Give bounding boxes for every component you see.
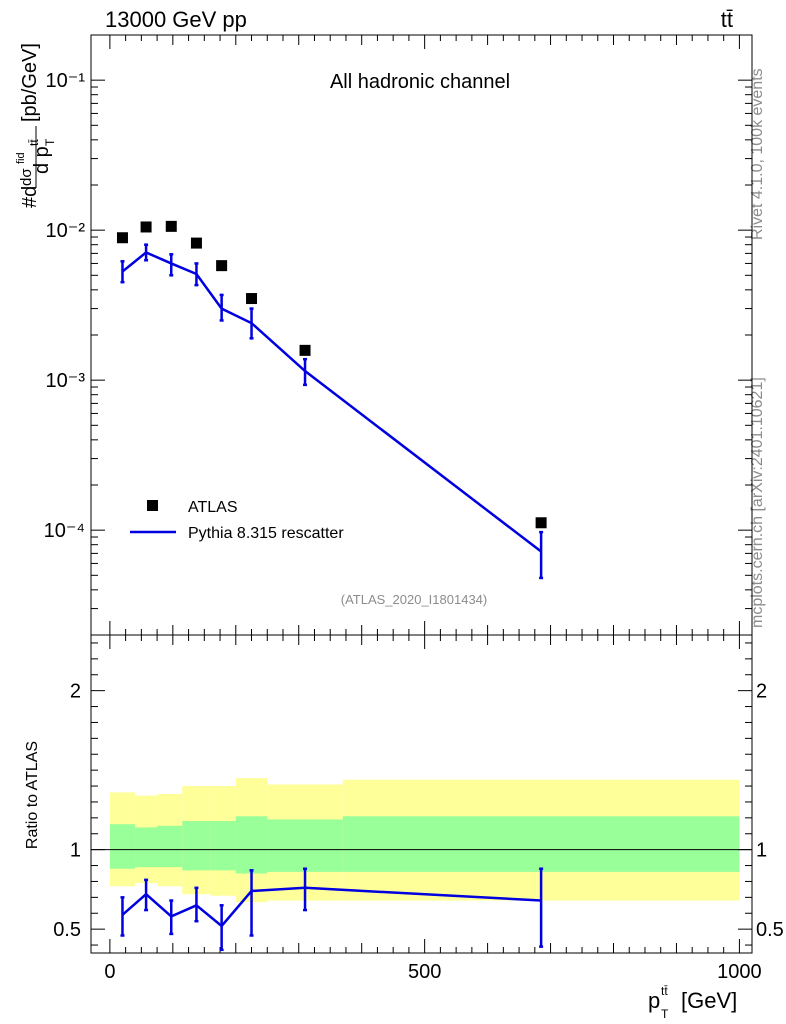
svg-text:[GeV]: [GeV] [681, 988, 737, 1013]
svg-text:dσ: dσ [18, 168, 35, 186]
uncertainty-band-inner [267, 819, 343, 872]
svg-text:tt̄: tt̄ [661, 984, 668, 998]
legend-atlas-label: ATLAS [188, 499, 238, 516]
plot-title: All hadronic channel [330, 71, 510, 93]
process-label: tt̄ [721, 7, 733, 32]
ratio-y-tick-label-right: 1 [756, 840, 767, 862]
atlas-data-point [246, 293, 258, 305]
uncertainty-band-inner [135, 827, 158, 868]
y-tick-label: 10⁻³ [46, 370, 86, 392]
svg-text:fid: fid [15, 152, 27, 164]
svg-text:#d: #d [19, 186, 41, 208]
uncertainty-band-inner [235, 816, 268, 874]
atlas-data-point [190, 237, 202, 249]
main-y-axis-title: #d dσ fid d p tt̄ T [pb/GeV] [15, 43, 57, 208]
ratio-y-axis-title: Ratio to ATLAS [24, 741, 41, 849]
energy-label: 13000 GeV pp [105, 7, 247, 32]
svg-text:p: p [648, 988, 660, 1013]
uncertainty-band-inner [109, 824, 136, 869]
ratio-y-tick-label-right: 0.5 [756, 919, 784, 941]
ratio-plot-frame [90, 634, 753, 954]
ratio-plot: 0.5 0.5 1 1 2 2 0 500 1000 Ratio to ATLAS p tt̄ … [24, 634, 784, 1021]
uncertainty-band-inner [157, 825, 183, 868]
svg-text:T: T [43, 138, 57, 146]
mc-line [121, 251, 542, 553]
main-plot-frame [90, 34, 753, 636]
atlas-data-point [535, 517, 547, 529]
x-tick-label: 0 [104, 961, 115, 983]
uncertainty-band-inner [342, 816, 740, 872]
ratio-mc-line [121, 886, 542, 928]
rivet-label: Rivet 4.1.0, 100k events [749, 68, 766, 240]
legend-pythia-label: Pythia 8.315 rescatter [188, 525, 344, 542]
atlas-data-point [299, 344, 311, 356]
y-tick-label: 10⁻⁴ [44, 520, 85, 542]
ratio-y-tick-label: 1 [70, 840, 81, 862]
svg-text:T: T [661, 1007, 669, 1021]
legend: ATLAS Pythia 8.315 rescatter [130, 499, 344, 542]
ratio-y-tick-label-right: 2 [756, 681, 767, 703]
main-plot: All hadronic channel (ATLAS_2020_I180143… [15, 34, 753, 636]
ratio-y-tick-label: 0.5 [53, 919, 81, 941]
uncertainty-band-inner [182, 821, 211, 871]
atlas-data-point [216, 260, 228, 272]
y-tick-label: 10⁻² [46, 220, 86, 242]
svg-text:tt̄: tt̄ [27, 139, 41, 146]
ratio-y-tick-label: 2 [70, 681, 81, 703]
x-axis-title: p tt̄ T [GeV] [648, 984, 737, 1021]
legend-atlas-marker [147, 500, 158, 511]
uncertainty-band-inner [210, 821, 236, 871]
mcplots-label: mcplots.cern.ch [arXiv:2401.10621] [749, 377, 766, 628]
x-tick-label: 1000 [717, 961, 762, 983]
svg-text:d p: d p [31, 146, 53, 174]
y-tick-label: 10⁻¹ [46, 70, 86, 92]
atlas-data-point [165, 220, 177, 232]
x-tick-label: 500 [408, 961, 441, 983]
svg-text:[pb/GeV]: [pb/GeV] [19, 43, 41, 122]
atlas-data-point [140, 221, 152, 233]
atlas-data-point [116, 232, 128, 244]
analysis-id: (ATLAS_2020_I1801434) [341, 592, 487, 607]
